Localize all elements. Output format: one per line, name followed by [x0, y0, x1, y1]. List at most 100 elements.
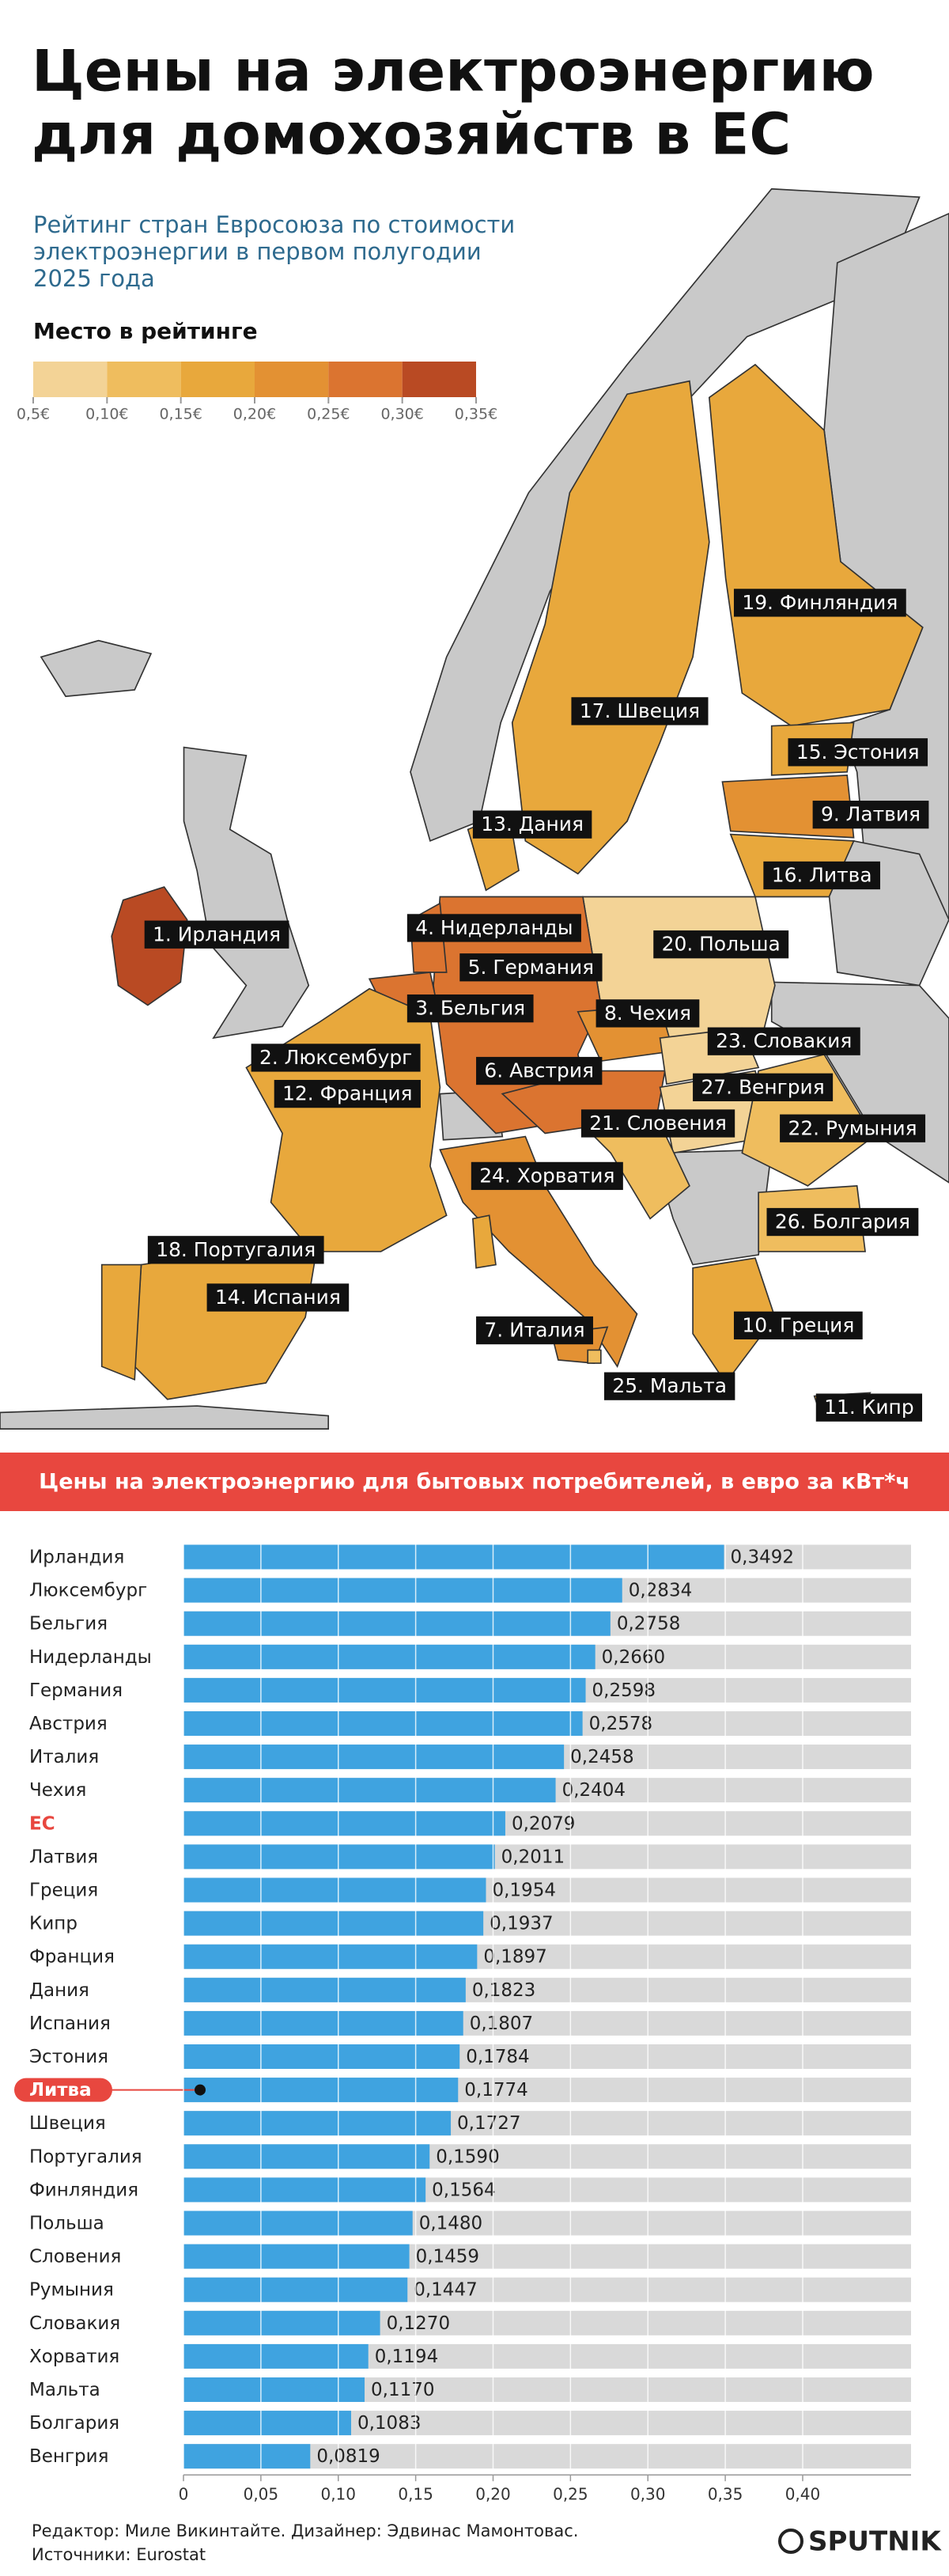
- map-label: 5. Германия: [468, 956, 595, 979]
- x-tick-label: 0,35: [708, 2485, 743, 2504]
- country: [511, 380, 710, 875]
- category-label: Германия: [29, 1680, 123, 1701]
- bar: [183, 2044, 460, 2069]
- bar: [183, 1811, 505, 1836]
- chart-title: Цены на электроэнергию для бытовых потре…: [39, 1470, 910, 1494]
- map-label: 19. Финляндия: [742, 591, 898, 614]
- country: [134, 1251, 316, 1400]
- category-label: Болгария: [29, 2413, 119, 2434]
- map-label: 16. Литва: [772, 864, 872, 887]
- bar: [183, 2377, 365, 2402]
- value-label: 0,1564: [432, 2180, 495, 2200]
- map-label-box: [251, 1044, 421, 1072]
- map-label-box: [274, 1079, 421, 1108]
- legend-label: 0,10€: [85, 406, 128, 423]
- legend-label: 0,5€: [17, 406, 50, 423]
- category-label: ЕС: [29, 1813, 55, 1834]
- bar: [183, 2144, 430, 2169]
- category-label: Латвия: [29, 1847, 98, 1867]
- sources: Источники: Eurostat: [32, 2545, 206, 2564]
- map-label: 3. Бельгия: [415, 997, 525, 1020]
- country: [472, 1214, 497, 1269]
- map-label: 7. Италия: [484, 1319, 584, 1342]
- x-tick-label: 0,30: [630, 2485, 666, 2504]
- x-tick-label: 0,15: [398, 2485, 433, 2504]
- map-label-box: [812, 801, 929, 829]
- value-label: 0,1459: [416, 2247, 479, 2267]
- category-label: Эстония: [29, 2047, 108, 2067]
- subtitle-line: 2025 года: [33, 265, 155, 292]
- country: [0, 1405, 330, 1430]
- subtitle-line: электроэнергии в первом полугодии: [33, 238, 482, 265]
- value-label: 0,1774: [464, 2080, 527, 2101]
- bar: [183, 1877, 486, 1903]
- map-label-box: [653, 930, 789, 959]
- category-label: Финляндия: [29, 2180, 138, 2200]
- category-label: Венгрия: [29, 2446, 108, 2467]
- category-label: Австрия: [29, 1714, 108, 1734]
- title-line: Цены на электроэнергию: [32, 38, 875, 104]
- legend-swatch: [107, 362, 181, 397]
- map-label: 9. Латвия: [821, 803, 921, 826]
- map-label: 26. Болгария: [775, 1210, 910, 1233]
- map-label: 20. Польша: [662, 933, 781, 956]
- map-label-box: [693, 1073, 834, 1101]
- map-label: 14. Испания: [215, 1286, 341, 1309]
- map-label-box: [603, 1372, 735, 1400]
- value-label: 0,2660: [602, 1647, 665, 1668]
- legend-label: 0,30€: [380, 406, 423, 423]
- map-label-box: [472, 810, 592, 839]
- value-label: 0,0819: [316, 2446, 380, 2467]
- bar: [183, 2411, 351, 2436]
- bar: [183, 1944, 478, 1969]
- bar: [183, 2177, 426, 2203]
- bar: [183, 1711, 583, 1736]
- legend-label: 0,20€: [233, 406, 276, 423]
- value-label: 0,1784: [466, 2047, 529, 2067]
- category-label: Швеция: [29, 2113, 106, 2134]
- country: [708, 363, 924, 727]
- value-label: 0,2834: [629, 1581, 692, 1601]
- highlight-pill: [14, 2078, 112, 2102]
- map-label: 2. Люксембург: [259, 1046, 412, 1069]
- bar: [183, 1778, 556, 1803]
- map-label-box: [580, 1109, 735, 1138]
- map-label: 12. Франция: [282, 1082, 412, 1105]
- category-label: Чехия: [29, 1780, 86, 1801]
- bar: [183, 1544, 724, 1570]
- map-label-box: [815, 1393, 923, 1422]
- legend-swatch: [255, 362, 329, 397]
- map-label-box: [476, 1316, 593, 1345]
- x-tick-label: 0,10: [320, 2485, 356, 2504]
- map-label-box: [733, 1311, 863, 1339]
- value-label: 0,1727: [457, 2113, 520, 2134]
- map-label-box: [406, 994, 534, 1023]
- bar: [183, 1578, 622, 1603]
- bar: [183, 1611, 611, 1636]
- map-label: 1. Ирландия: [153, 922, 281, 945]
- legend-label: 0,35€: [455, 406, 497, 423]
- category-label: Кипр: [29, 1914, 78, 1934]
- map-label-box: [571, 697, 709, 725]
- map-label: 24. Хорватия: [479, 1164, 614, 1187]
- map-label-box: [471, 1161, 623, 1191]
- legend-swatch: [328, 362, 403, 397]
- legend-title: Место в рейтинге: [33, 318, 258, 344]
- map-label: 13. Дания: [481, 813, 584, 835]
- logo: SPUTNIK: [808, 2526, 942, 2558]
- category-label: Ирландия: [29, 1547, 124, 1568]
- value-label: 0,1083: [357, 2413, 421, 2434]
- value-label: 0,1270: [387, 2313, 450, 2334]
- value-label: 0,1954: [492, 1881, 555, 1901]
- credits: Редактор: Миле Викинтайте. Дизайнер: Эдв…: [32, 2521, 578, 2540]
- bar: [183, 1644, 595, 1669]
- value-label: 0,1447: [414, 2280, 477, 2301]
- category-label: Италия: [29, 1747, 99, 1767]
- map-label-box: [144, 920, 289, 949]
- category-label: Греция: [29, 1881, 98, 1901]
- map-label-box: [707, 1027, 860, 1055]
- banner: [0, 1453, 949, 1511]
- value-label: 0,2598: [592, 1680, 656, 1701]
- category-label: Польша: [29, 2214, 104, 2234]
- value-label: 0,1480: [419, 2214, 482, 2234]
